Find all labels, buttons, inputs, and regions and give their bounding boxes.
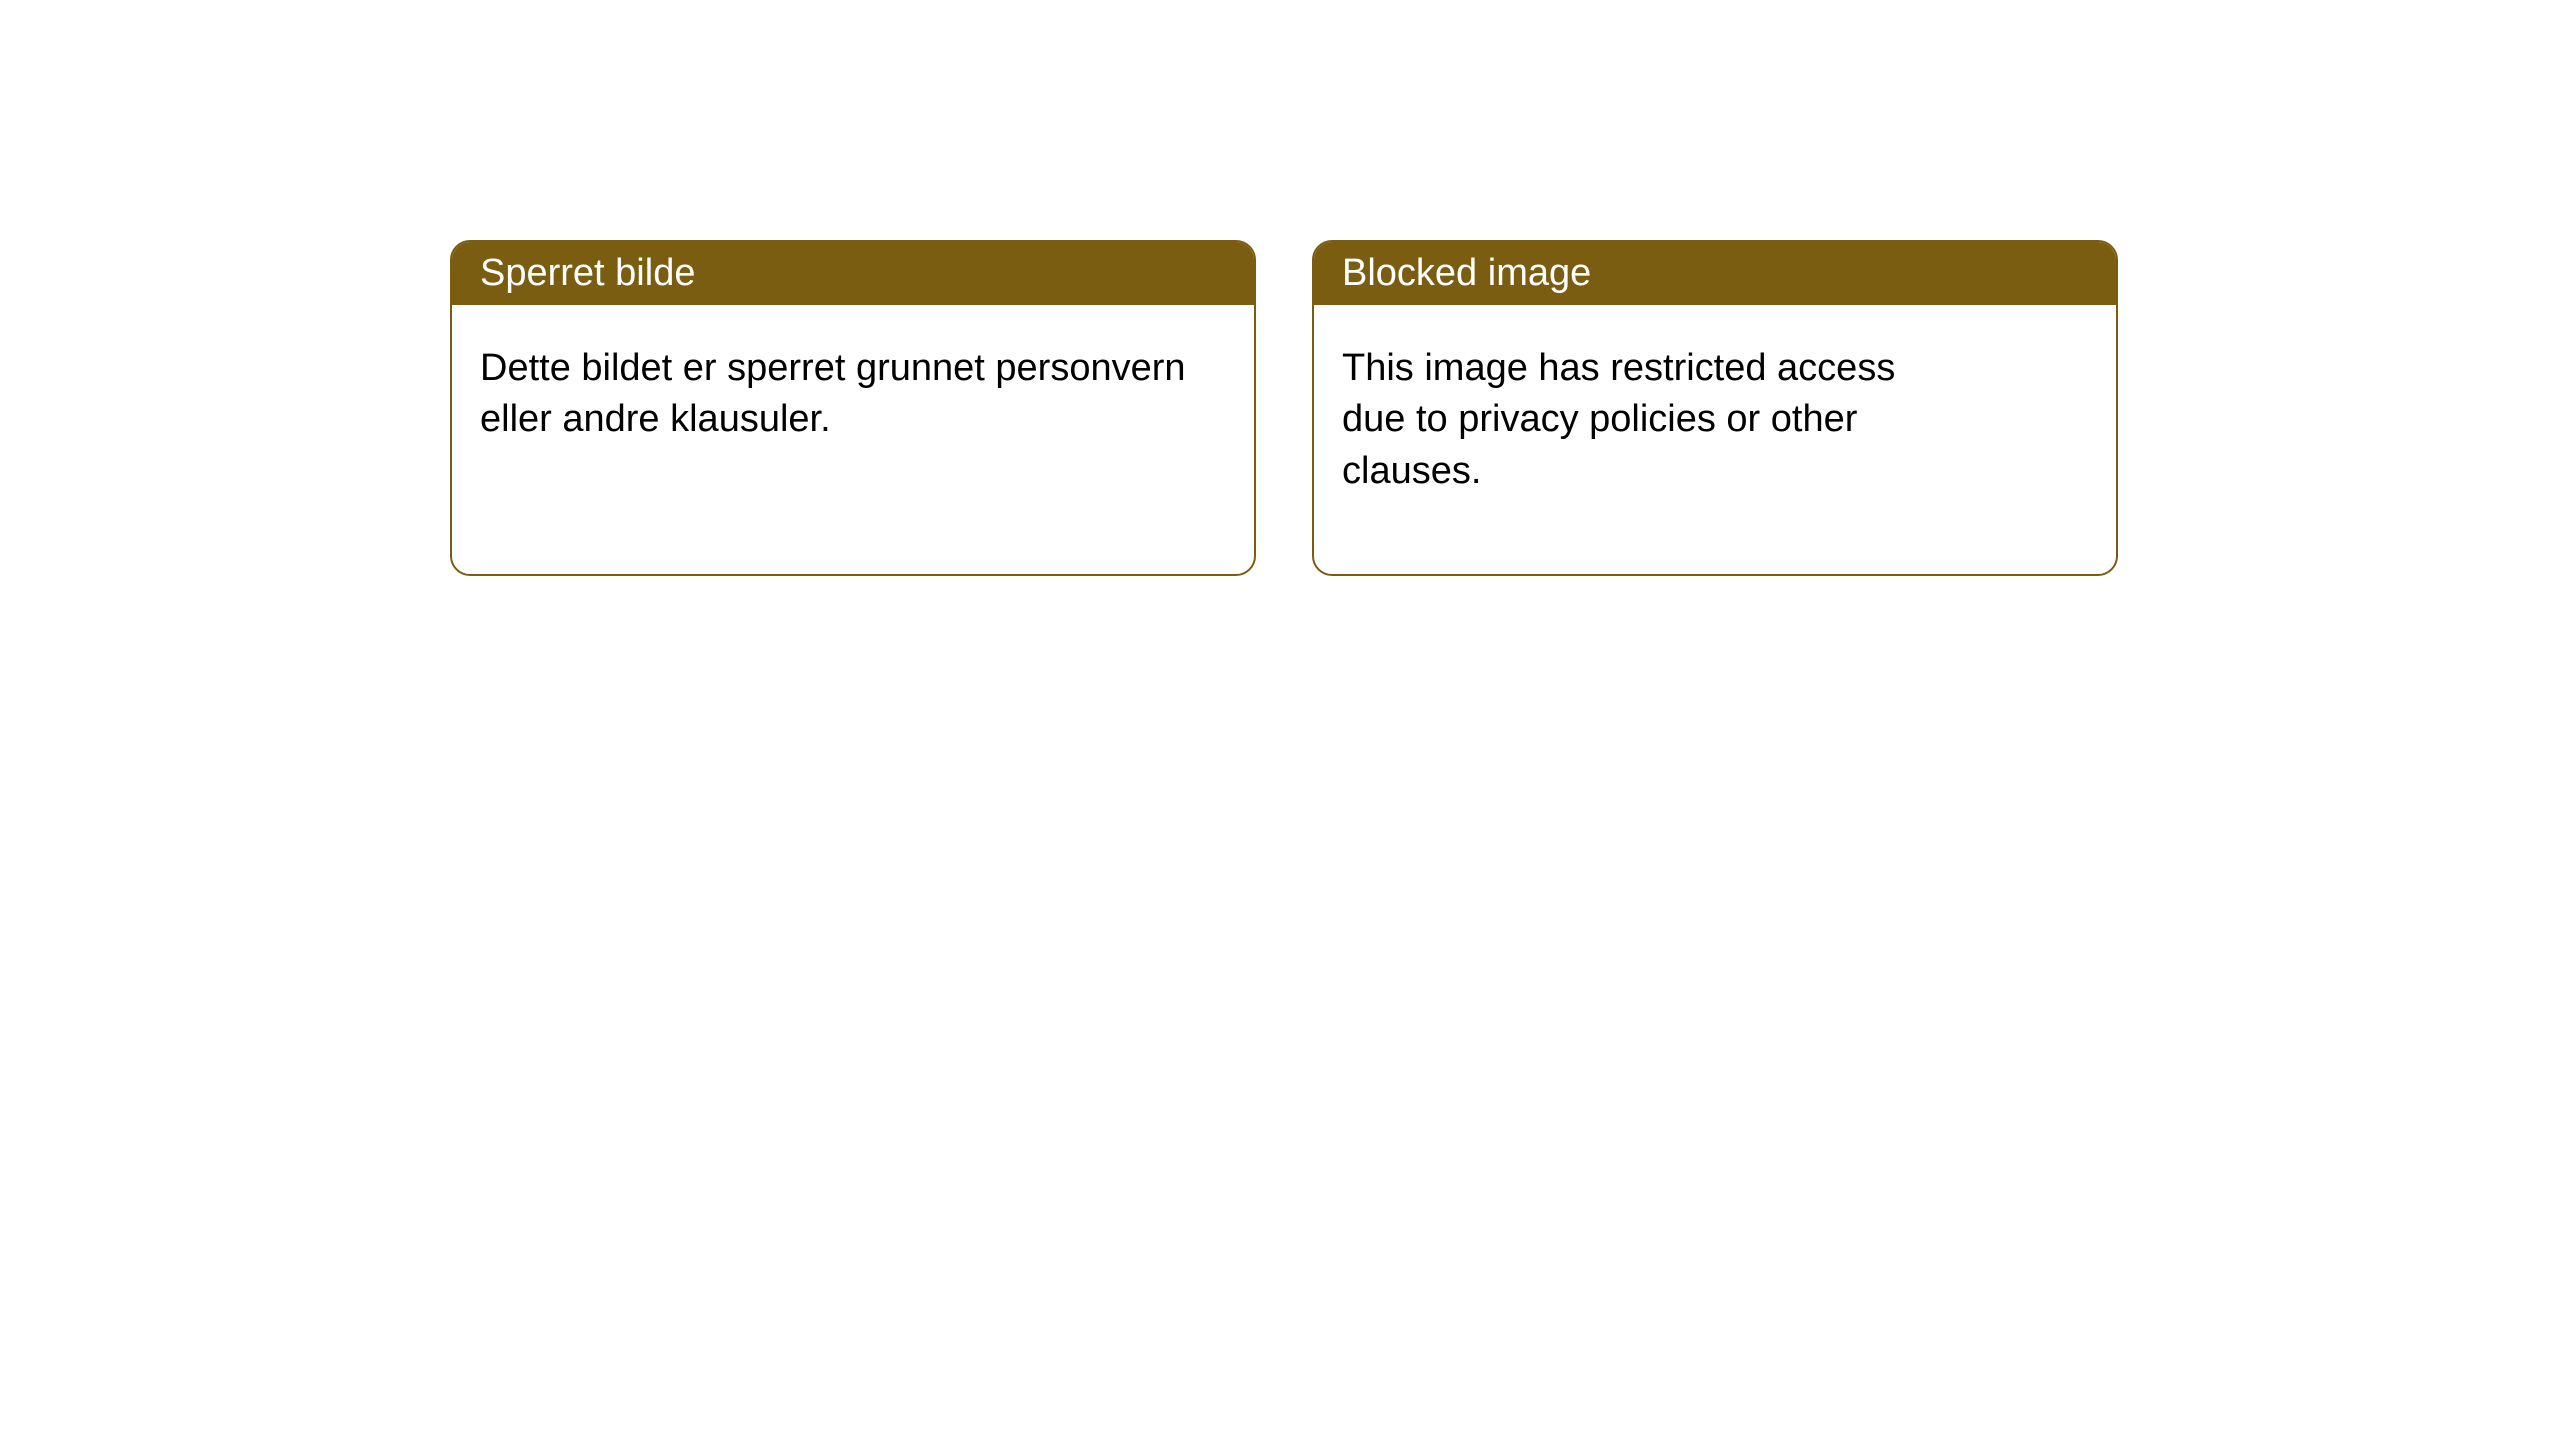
card-body-en: This image has restricted access due to …: [1314, 305, 1954, 535]
blocked-image-card-no: Sperret bilde Dette bildet er sperret gr…: [450, 240, 1256, 576]
blocked-image-card-en: Blocked image This image has restricted …: [1312, 240, 2118, 576]
card-header-en: Blocked image: [1314, 242, 2116, 305]
card-header-no: Sperret bilde: [452, 242, 1254, 305]
notice-container: Sperret bilde Dette bildet er sperret gr…: [0, 0, 2560, 576]
card-body-no: Dette bildet er sperret grunnet personve…: [452, 305, 1254, 484]
